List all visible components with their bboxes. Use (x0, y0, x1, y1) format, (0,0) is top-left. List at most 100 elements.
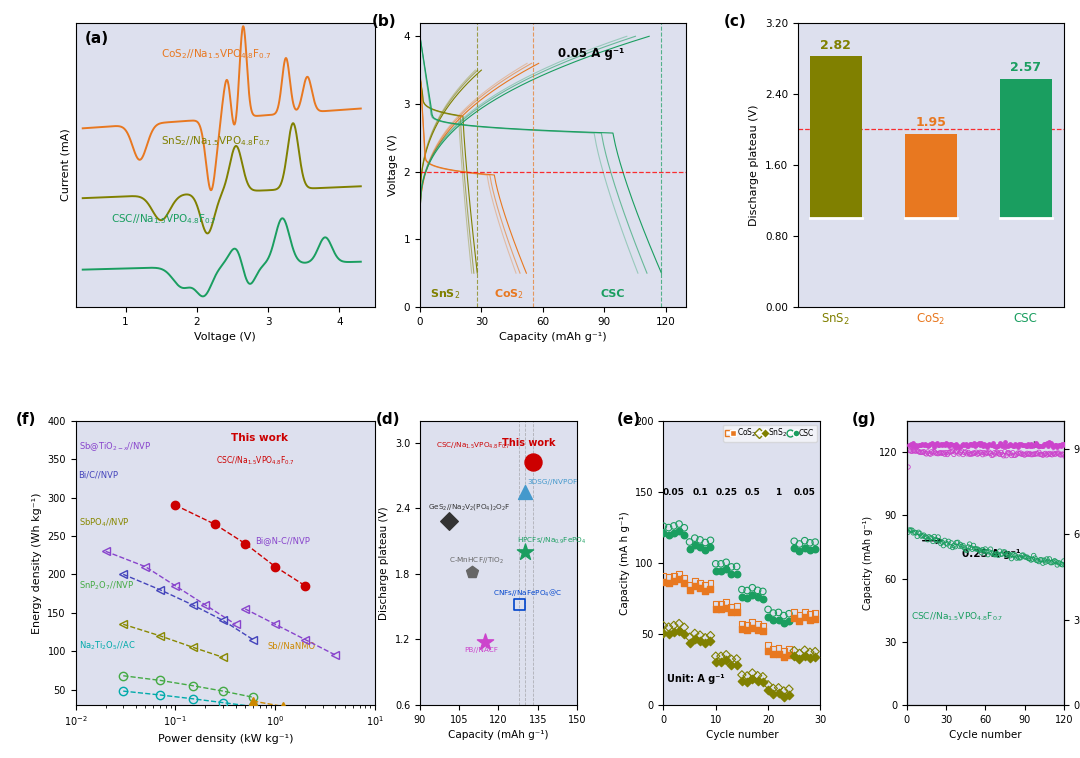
Point (971, 544, 988, 556)
Point (697, 637, 714, 650)
Point (901, 439, 918, 451)
Point (680, 543, 698, 555)
Point (939, 438, 956, 450)
Point (791, 647, 808, 659)
Point (463, 565, 481, 578)
Point (993, 438, 1010, 450)
Text: 2.82: 2.82 (821, 39, 851, 52)
Point (697, 584, 714, 597)
Text: 3DSG//NVPOF: 3DSG//NVPOF (527, 479, 578, 485)
Point (935, 438, 953, 450)
Point (680, 631, 698, 644)
Point (754, 619, 771, 631)
Point (1028, 554, 1045, 566)
Point (937, 446, 955, 459)
Point (691, 576, 708, 588)
Point (748, 669, 766, 681)
Point (926, 446, 943, 458)
Point (980, 549, 997, 561)
Text: Sb//NaNMO: Sb//NaNMO (267, 641, 315, 650)
Point (759, 644, 777, 656)
Point (781, 649, 798, 661)
Point (914, 438, 931, 450)
Point (943, 446, 960, 458)
Point (1008, 439, 1025, 451)
Point (1013, 439, 1030, 451)
Point (995, 440, 1012, 452)
Point (927, 534, 944, 546)
Point (686, 575, 703, 587)
Point (765, 607, 782, 619)
Point (906, 440, 923, 452)
Point (948, 446, 966, 458)
Point (940, 440, 957, 452)
Point (1001, 550, 1018, 562)
Point (958, 448, 975, 460)
Point (717, 556, 734, 568)
Point (665, 575, 683, 587)
Point (913, 446, 930, 459)
Point (915, 439, 932, 451)
Point (791, 545, 808, 557)
Point (937, 537, 955, 550)
Point (754, 585, 771, 597)
Point (918, 448, 935, 460)
Point (921, 448, 939, 460)
Point (717, 649, 734, 661)
Y-axis label: Capacity (mA h g⁻¹): Capacity (mA h g⁻¹) (620, 511, 630, 615)
Point (744, 581, 761, 594)
Text: This work: This work (501, 438, 555, 448)
Point (914, 530, 931, 542)
Point (1055, 449, 1072, 461)
Point (927, 438, 944, 450)
Y-axis label: Discharge plateau (V): Discharge plateau (V) (750, 104, 759, 226)
Point (981, 446, 998, 458)
Text: Bi@N-C//NVP: Bi@N-C//NVP (255, 536, 310, 545)
Point (781, 683, 798, 695)
Point (902, 524, 919, 536)
Point (944, 541, 961, 553)
Point (998, 549, 1015, 561)
Point (926, 441, 943, 453)
Point (994, 548, 1011, 560)
Point (770, 606, 787, 619)
Point (744, 589, 761, 601)
Point (1014, 549, 1031, 561)
Point (1032, 554, 1050, 566)
Point (912, 446, 929, 459)
Point (1031, 553, 1049, 565)
Text: CNFs//NaFePO$_4$@C: CNFs//NaFePO$_4$@C (494, 587, 563, 599)
Point (1054, 438, 1071, 450)
Point (733, 584, 751, 596)
Point (654, 575, 672, 587)
Point (983, 449, 1000, 462)
Point (1047, 555, 1064, 567)
Point (671, 568, 688, 580)
Point (511, 598, 528, 610)
Point (1007, 449, 1024, 462)
Point (1004, 446, 1022, 459)
Point (785, 606, 802, 619)
Point (915, 529, 932, 541)
Point (781, 608, 798, 620)
Point (1049, 447, 1066, 459)
Point (1049, 559, 1066, 571)
Point (1016, 439, 1034, 451)
Point (964, 447, 982, 459)
Point (982, 543, 999, 555)
Point (905, 444, 922, 456)
Point (713, 656, 730, 668)
Point (907, 445, 924, 457)
Point (1017, 551, 1035, 563)
Point (1028, 437, 1045, 449)
Point (982, 447, 999, 459)
Point (1051, 439, 1068, 451)
Point (723, 561, 740, 573)
Point (948, 438, 966, 450)
Point (1039, 440, 1056, 452)
Point (920, 447, 937, 459)
Text: Sb@TiO$_{2-x}$//NVP: Sb@TiO$_{2-x}$//NVP (79, 440, 151, 453)
Point (1016, 449, 1034, 461)
Point (707, 565, 725, 577)
Point (924, 447, 942, 459)
